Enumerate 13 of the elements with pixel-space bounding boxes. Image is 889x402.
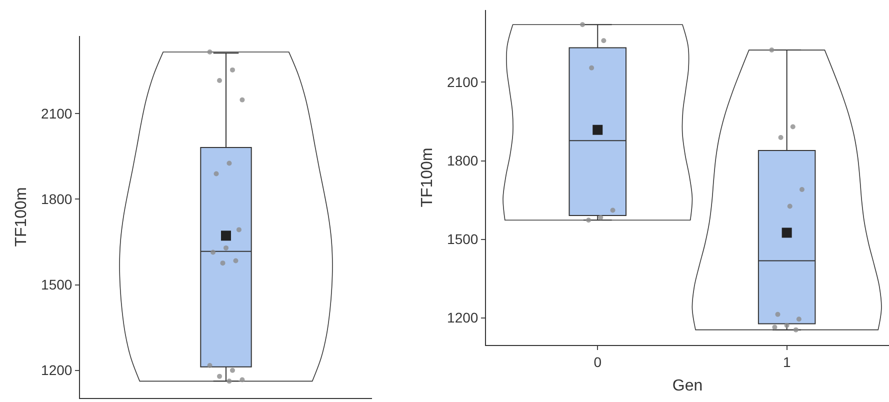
y-tick-label: 1500 xyxy=(41,276,72,293)
y-axis-title: TF100m xyxy=(12,187,30,247)
y-axis-title: TF100m xyxy=(418,148,436,208)
x-tick-label: 1 xyxy=(782,354,791,370)
x-axis-title: Gen xyxy=(672,378,703,394)
y-tick-label: 1200 xyxy=(447,310,478,326)
y-tick-label: 2100 xyxy=(447,74,478,90)
y-tick-label: 1800 xyxy=(41,191,72,208)
y-tick-label: 1800 xyxy=(447,152,478,169)
y-tick-label: 1500 xyxy=(447,231,478,248)
y-tick-label: 1200 xyxy=(41,362,72,378)
x-tick-label: 0 xyxy=(594,354,602,370)
y-tick-label: 2100 xyxy=(41,105,72,122)
